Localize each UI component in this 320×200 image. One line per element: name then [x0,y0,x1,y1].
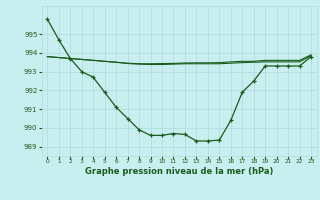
X-axis label: Graphe pression niveau de la mer (hPa): Graphe pression niveau de la mer (hPa) [85,167,273,176]
